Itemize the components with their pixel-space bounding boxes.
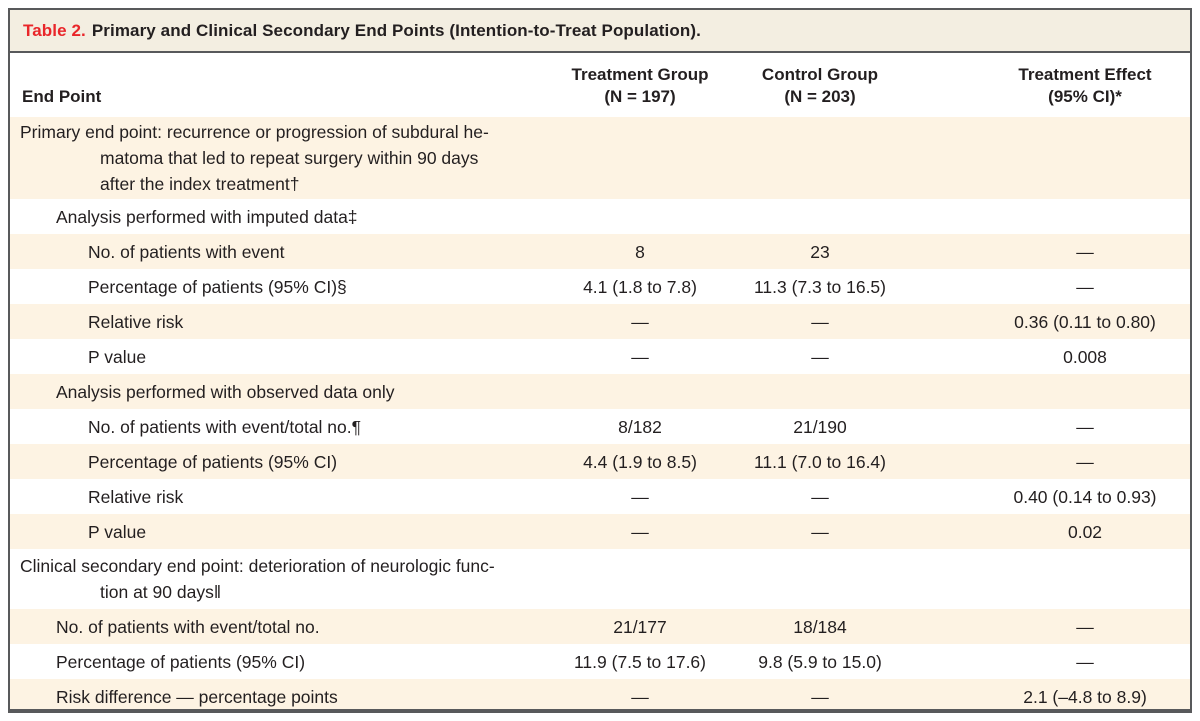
endpoint-label: No. of patients with event/total no.¶ [88, 416, 362, 437]
table-row: Risk difference — percentage points — — 2.1… [10, 679, 1190, 709]
table-caption: Primary and Clinical Secondary End Point… [91, 20, 701, 40]
treatment-value-cell: 4.4 (1.9 to 8.5) [583, 451, 697, 472]
effect-value-cell: — [1076, 651, 1094, 672]
effect-value-cell: 0.008 [1063, 346, 1107, 367]
endpoint-label: No. of patients with event [88, 241, 285, 262]
table-row: Percentage of patients (95% CI)§ 4.1 (1.8… [10, 269, 1190, 304]
endpoint-label: Analysis performed with observed data on… [56, 381, 395, 402]
control-value-cell: — [811, 521, 829, 542]
endpoint-label: Clinical secondary end point: deteriorat… [20, 556, 495, 602]
effect-value-cell: — [1076, 241, 1094, 262]
table-row: Clinical secondary end point: deteriorat… [10, 549, 1190, 609]
control-value-cell: — [811, 346, 829, 367]
endpoint-label: Percentage of patients (95% CI) [88, 451, 338, 472]
control-value-cell: 18/184 [793, 616, 847, 637]
endpoint-label: Risk difference — percentage points [56, 686, 338, 707]
table-row: No. of patients with event/total no. 21/1… [10, 609, 1190, 644]
endpoint-label: Primary end point: recurrence or progres… [20, 122, 489, 194]
table-row: Relative risk — — 0.36 (0.11 to 0.80) [10, 304, 1190, 339]
column-header-endpoint: End Point [22, 87, 102, 106]
effect-value-cell: — [1076, 276, 1094, 297]
control-value-cell: 23 [810, 241, 830, 262]
table-number: Table 2. [23, 20, 86, 40]
endpoint-label: Percentage of patients (95% CI) [56, 651, 306, 672]
treatment-value-cell: 21/177 [613, 616, 667, 637]
treatment-value-cell: 8 [635, 241, 645, 262]
endpoint-label: No. of patients with event/total no. [56, 616, 320, 637]
endpoint-label: Analysis performed with imputed data‡ [56, 206, 358, 227]
control-value-cell: 11.3 (7.3 to 16.5) [754, 276, 886, 297]
control-value-cell: 9.8 (5.9 to 15.0) [758, 651, 882, 672]
treatment-value-cell: — [631, 521, 649, 542]
endpoint-label: Percentage of patients (95% CI)§ [88, 276, 347, 297]
effect-value-cell: 0.02 [1067, 521, 1103, 542]
control-value-cell: — [811, 486, 829, 507]
effect-value-cell: — [1076, 451, 1094, 472]
column-header-control-group: Control Group (N = 203) [761, 65, 879, 106]
table-row: Analysis performed with imputed data‡ [10, 199, 1190, 234]
table-row: No. of patients with event/total no.¶ 8/1… [10, 409, 1190, 444]
effect-value-cell: 0.40 (0.14 to 0.93) [1013, 486, 1157, 507]
table-row: Relative risk — — 0.40 (0.14 to 0.93) [10, 479, 1190, 514]
control-value-cell: 21/190 [793, 416, 847, 437]
endpoint-label: Relative risk [88, 486, 184, 507]
table-row: Primary end point: recurrence or progres… [10, 117, 1190, 199]
table-frame: Table 2. Primary and Clinical Secondary … [8, 8, 1192, 713]
table-row: Percentage of patients (95% CI) 4.4 (1.9 … [10, 444, 1190, 479]
table-row: No. of patients with event 8 23 — [10, 234, 1190, 269]
control-value-cell: — [811, 686, 829, 707]
treatment-value-cell: — [631, 346, 649, 367]
table-row: Percentage of patients (95% CI) 11.9 (7.5… [10, 644, 1190, 679]
treatment-value-cell: 11.9 (7.5 to 17.6) [574, 651, 706, 672]
table-body: Primary end point: recurrence or progres… [10, 117, 1190, 709]
treatment-value-cell: — [631, 486, 649, 507]
control-value-cell: 11.1 (7.0 to 16.4) [754, 451, 886, 472]
column-header-treatment-group: Treatment Group (N = 197) [571, 65, 709, 106]
treatment-value-cell: 8/182 [618, 416, 662, 437]
table-title-bar: Table 2. Primary and Clinical Secondary … [10, 10, 1190, 53]
table-header-row: End Point Treatment Group (N = 197) Cont… [10, 53, 1190, 117]
endpoint-label: P value [88, 521, 147, 542]
treatment-value-cell: — [631, 311, 649, 332]
table-row: P value — — 0.008 [10, 339, 1190, 374]
effect-value-cell: 2.1 (–4.8 to 8.9) [1023, 686, 1147, 707]
table-row: Analysis performed with observed data on… [10, 374, 1190, 409]
effect-value-cell: 0.36 (0.11 to 0.80) [1014, 311, 1156, 332]
column-header-treatment-effect: Treatment Effect (95% CI)* [1018, 65, 1152, 106]
endpoint-label: P value [88, 346, 147, 367]
effect-value-cell: — [1076, 616, 1094, 637]
table-row: P value — — 0.02 [10, 514, 1190, 549]
control-value-cell: — [811, 311, 829, 332]
treatment-value-cell: 4.1 (1.8 to 7.8) [583, 276, 697, 297]
treatment-value-cell: — [631, 686, 649, 707]
effect-value-cell: — [1076, 416, 1094, 437]
endpoint-label: Relative risk [88, 311, 184, 332]
